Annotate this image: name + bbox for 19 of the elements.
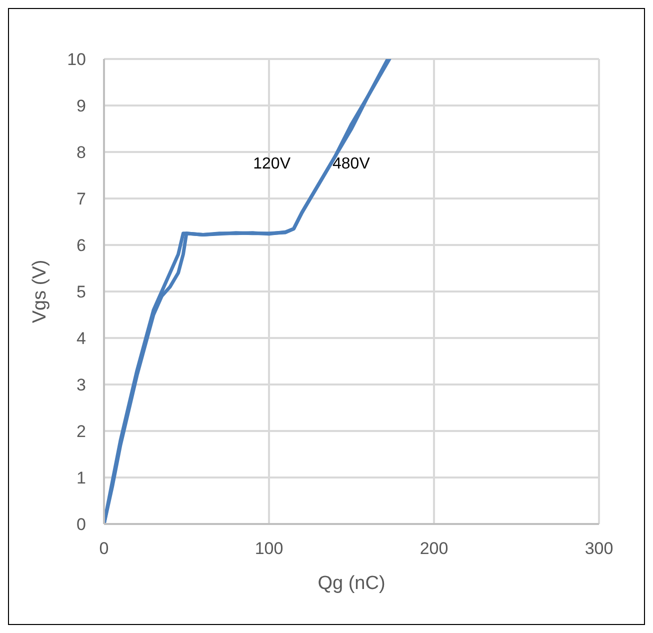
y-tick-label: 4 (76, 329, 86, 348)
y-tick-label: 10 (67, 50, 86, 70)
x-axis-title: Qg (nC) (318, 573, 386, 594)
y-tick-label: 5 (76, 282, 86, 302)
y-tick-label: 0 (76, 515, 86, 534)
y-tick-label: 1 (76, 468, 86, 488)
y-axis-title: Vgs (V) (30, 260, 51, 324)
y-tick-label: 7 (76, 190, 86, 209)
x-tick-label: 100 (254, 539, 284, 558)
x-tick-label: 300 (584, 539, 614, 558)
y-tick-label: 3 (76, 376, 86, 395)
series-label: 480V (332, 156, 370, 173)
x-tick-label: 0 (99, 539, 109, 558)
x-tick-label: 200 (420, 539, 448, 558)
series-label: 120V (253, 156, 291, 173)
y-tick-label: 2 (76, 422, 86, 442)
y-tick-label: 8 (76, 143, 86, 162)
y-tick-label: 6 (76, 236, 86, 256)
y-tick-label: 9 (76, 96, 86, 116)
